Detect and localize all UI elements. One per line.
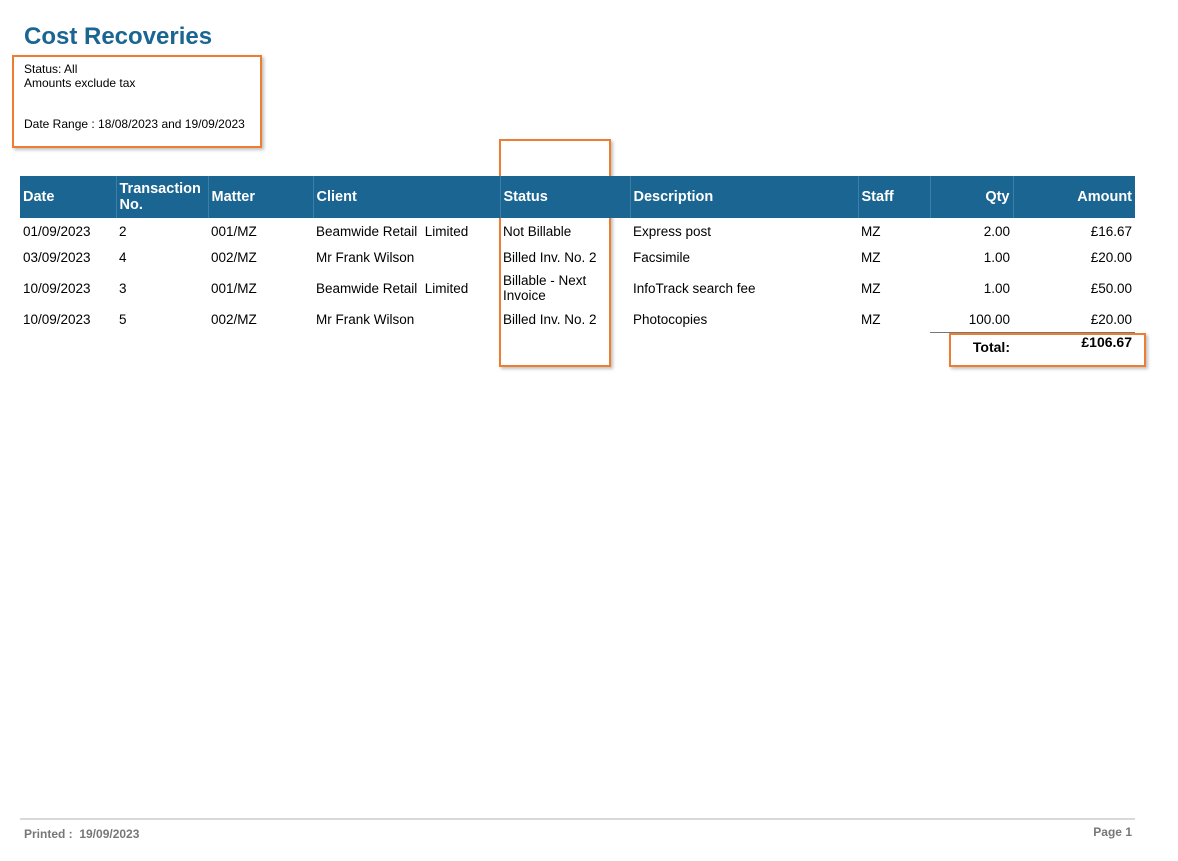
description-cell: InfoTrack search fee	[633, 280, 756, 296]
status-cell: Billed Inv. No. 2	[503, 311, 597, 327]
total-amount: £106.67	[1013, 332, 1135, 361]
printed-date: Printed : 19/09/2023	[24, 827, 140, 841]
page-number: Page 1	[1093, 825, 1132, 839]
date-cell: 01/09/2023	[23, 223, 91, 239]
column-header-description[interactable]: Description	[630, 176, 859, 218]
date-cell: 10/09/2023	[23, 280, 91, 296]
status-cell: Not Billable	[503, 223, 572, 239]
client-cell: Beamwide Retail Limited	[316, 223, 469, 239]
matter-cell: 002/MZ	[211, 249, 257, 265]
transaction-no-cell: 5	[119, 311, 127, 327]
staff-cell: MZ	[861, 311, 881, 327]
amount-cell: £50.00	[1090, 280, 1132, 296]
qty-cell: 1.00	[983, 280, 1010, 296]
staff-cell: MZ	[861, 223, 881, 239]
date-cell: 03/09/2023	[23, 249, 91, 265]
staff-cell: MZ	[861, 249, 881, 265]
column-header-staff[interactable]: Staff	[858, 176, 931, 218]
description-cell: Facsimile	[633, 249, 691, 265]
transaction-no-cell: 3	[119, 280, 127, 296]
status-cell: Billable - Next Invoice	[503, 273, 587, 303]
client-cell: Mr Frank Wilson	[316, 311, 415, 327]
amount-cell: £20.00	[1090, 249, 1132, 265]
client-cell: Mr Frank Wilson	[316, 249, 415, 265]
column-header-amount[interactable]: Amount	[1013, 176, 1135, 218]
tax-note-text: Amounts exclude tax	[24, 76, 136, 90]
transaction-no-cell: 2	[119, 223, 127, 239]
report-title: Cost Recoveries	[24, 23, 213, 50]
column-header-status[interactable]: Status	[500, 176, 631, 218]
status-filter-text: Status: All	[24, 62, 78, 76]
table-row: 10/09/2023 3 001/MZ Beamwide Retail Limi…	[20, 270, 1135, 306]
cost-recoveries-table: Date Transaction No. Matter Client Statu…	[20, 176, 1135, 361]
total-label: Total:	[930, 332, 1013, 361]
matter-cell: 001/MZ	[211, 280, 257, 296]
column-header-qty[interactable]: Qty	[930, 176, 1014, 218]
amount-cell: £16.67	[1090, 223, 1132, 239]
table-row: 01/09/2023 2 001/MZ Beamwide Retail Limi…	[20, 218, 1135, 244]
table-row: 10/09/2023 5 002/MZ Mr Frank Wilson Bill…	[20, 306, 1135, 333]
client-cell: Beamwide Retail Limited	[316, 280, 469, 296]
report-filters: Status: All Amounts exclude tax Date Ran…	[24, 62, 245, 131]
qty-cell: 1.00	[983, 249, 1010, 265]
status-cell: Billed Inv. No. 2	[503, 249, 597, 265]
total-row: Total: £106.67	[20, 332, 1135, 361]
description-cell: Photocopies	[633, 311, 708, 327]
qty-cell: 2.00	[983, 223, 1010, 239]
table-header-row: Date Transaction No. Matter Client Statu…	[20, 176, 1135, 218]
column-header-transaction-no[interactable]: Transaction No.	[116, 176, 209, 218]
description-cell: Express post	[633, 223, 712, 239]
column-header-date[interactable]: Date	[20, 176, 117, 218]
amount-cell: £20.00	[1090, 311, 1132, 327]
footer-divider	[20, 818, 1135, 820]
date-range-text: Date Range : 18/08/2023 and 19/09/2023	[24, 117, 245, 131]
column-header-client[interactable]: Client	[313, 176, 501, 218]
date-cell: 10/09/2023	[23, 311, 91, 327]
table-row: 03/09/2023 4 002/MZ Mr Frank Wilson Bill…	[20, 244, 1135, 270]
transaction-no-cell: 4	[119, 249, 127, 265]
matter-cell: 001/MZ	[211, 223, 257, 239]
staff-cell: MZ	[861, 280, 881, 296]
matter-cell: 002/MZ	[211, 311, 257, 327]
column-header-matter[interactable]: Matter	[208, 176, 314, 218]
qty-cell: 100.00	[968, 311, 1010, 327]
